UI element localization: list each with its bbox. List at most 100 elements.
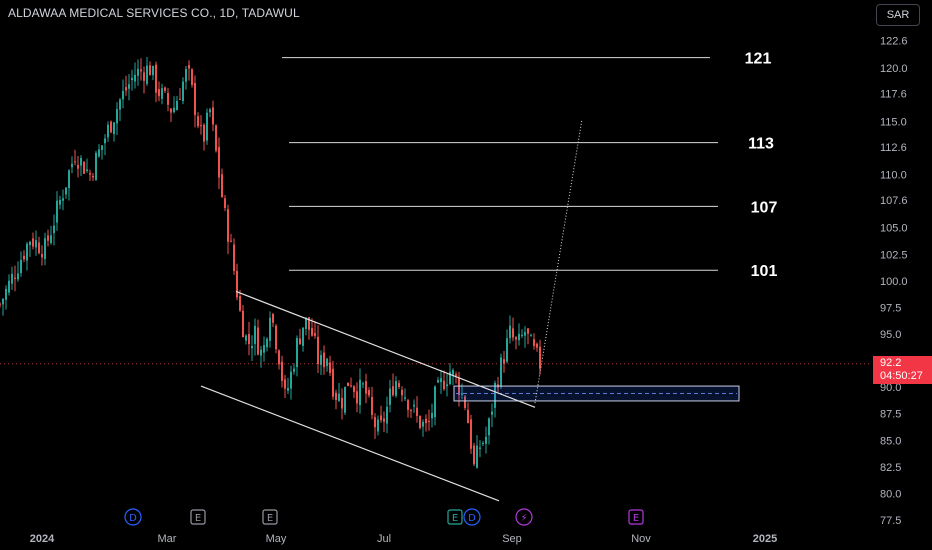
candle-body — [530, 335, 532, 337]
candle-body — [431, 412, 433, 419]
candle-body — [494, 382, 496, 408]
candle-body — [191, 69, 193, 85]
candle-body — [347, 382, 349, 386]
last-price: 92.2 — [880, 357, 902, 369]
candle-body — [125, 87, 127, 91]
candle-body — [215, 125, 217, 151]
candle-body — [410, 409, 412, 411]
event-marker[interactable]: D — [463, 508, 481, 526]
candle-body — [68, 170, 70, 188]
candle-body — [539, 346, 541, 369]
drawings-group: 121 113 107 101 — [0, 51, 872, 502]
candle-body — [242, 310, 244, 338]
candle-body — [116, 108, 118, 124]
candle-body — [143, 72, 145, 81]
candle-body — [353, 386, 355, 392]
candle-body — [74, 161, 76, 163]
candle-body — [323, 352, 325, 368]
candle-body — [533, 339, 535, 346]
candle-body — [302, 327, 304, 346]
event-marker-shape — [190, 509, 206, 525]
candle-body — [257, 327, 259, 355]
price-tick-label: 115.0 — [880, 116, 907, 128]
candle-body — [416, 407, 418, 416]
channel-upper-line — [235, 290, 536, 408]
candle-body — [110, 121, 112, 133]
candle-body — [167, 93, 169, 105]
candle-body — [32, 238, 34, 247]
candle-body — [434, 386, 436, 418]
candle-body — [185, 68, 187, 82]
price-tick-label: 110.0 — [880, 170, 907, 182]
candle-body — [305, 317, 307, 329]
candle-body — [77, 164, 79, 169]
candle-body — [503, 359, 505, 364]
candle-body — [419, 416, 421, 428]
candle-body — [71, 163, 73, 168]
candle-body — [83, 161, 85, 174]
candle-body — [350, 385, 352, 387]
currency-button[interactable]: SAR — [876, 4, 920, 26]
target-level-label: 107 — [751, 199, 778, 216]
candle-body — [80, 158, 82, 166]
time-tick-label: Nov — [631, 533, 651, 545]
candle-body — [326, 358, 328, 367]
candle-body — [284, 379, 286, 389]
event-marker[interactable]: D — [124, 508, 142, 526]
candle-body — [89, 173, 91, 175]
price-tick-label: 120.0 — [880, 63, 908, 75]
candle-body — [365, 381, 367, 394]
candle-body — [173, 107, 175, 113]
candle-body — [290, 371, 292, 389]
candle-body — [287, 387, 289, 391]
candle-body — [482, 442, 484, 444]
candle-body — [281, 361, 283, 381]
candle-body — [437, 380, 439, 383]
candle-body — [296, 338, 298, 368]
candle-body — [389, 388, 391, 405]
candle-body — [491, 411, 493, 415]
candle-body — [371, 397, 373, 415]
candle-body — [26, 243, 28, 261]
candle-body — [119, 99, 121, 110]
candle-body — [359, 379, 361, 406]
price-tick-label: 100.0 — [880, 276, 908, 288]
price-tick-label: 95.0 — [880, 329, 901, 341]
candle-body — [425, 418, 427, 424]
event-marker[interactable]: E — [447, 509, 463, 525]
candle-body — [14, 277, 16, 279]
candle-body — [203, 124, 205, 142]
time-axis[interactable]: 2024 Mar May Jul Sep Nov 2025 — [30, 533, 777, 545]
candle-body — [332, 368, 334, 397]
price-tick-label: 90.0 — [880, 382, 901, 394]
candle-body — [473, 445, 475, 465]
candle-body — [131, 77, 133, 81]
price-tick-label: 122.6 — [880, 36, 908, 48]
target-level-label: 101 — [751, 263, 778, 280]
target-level-label: 113 — [748, 136, 774, 153]
candle-body — [356, 391, 358, 404]
event-marker[interactable]: E — [628, 509, 644, 525]
candle-body — [308, 317, 310, 330]
event-marker[interactable]: E — [262, 509, 278, 525]
candle-body — [509, 325, 511, 339]
candle-body — [17, 273, 19, 280]
candle-body — [2, 298, 4, 305]
candle-body — [161, 88, 163, 99]
candle-body — [38, 242, 40, 254]
target-level-label: 121 — [745, 51, 772, 68]
candle-body — [275, 325, 277, 350]
candle-body — [50, 235, 52, 244]
candle-body — [155, 64, 157, 93]
candle-body — [113, 122, 115, 134]
candle-body — [23, 255, 25, 260]
candle-body — [56, 200, 58, 223]
event-marker[interactable]: ⚡ — [515, 508, 533, 526]
price-axis[interactable]: 77.580.082.585.087.590.092.595.097.5100.… — [880, 36, 908, 527]
candle-body — [455, 374, 457, 376]
price-tick-label: 82.5 — [880, 462, 901, 474]
candle-body — [404, 397, 406, 399]
candle-body — [506, 338, 508, 362]
event-marker[interactable]: E — [190, 509, 206, 525]
